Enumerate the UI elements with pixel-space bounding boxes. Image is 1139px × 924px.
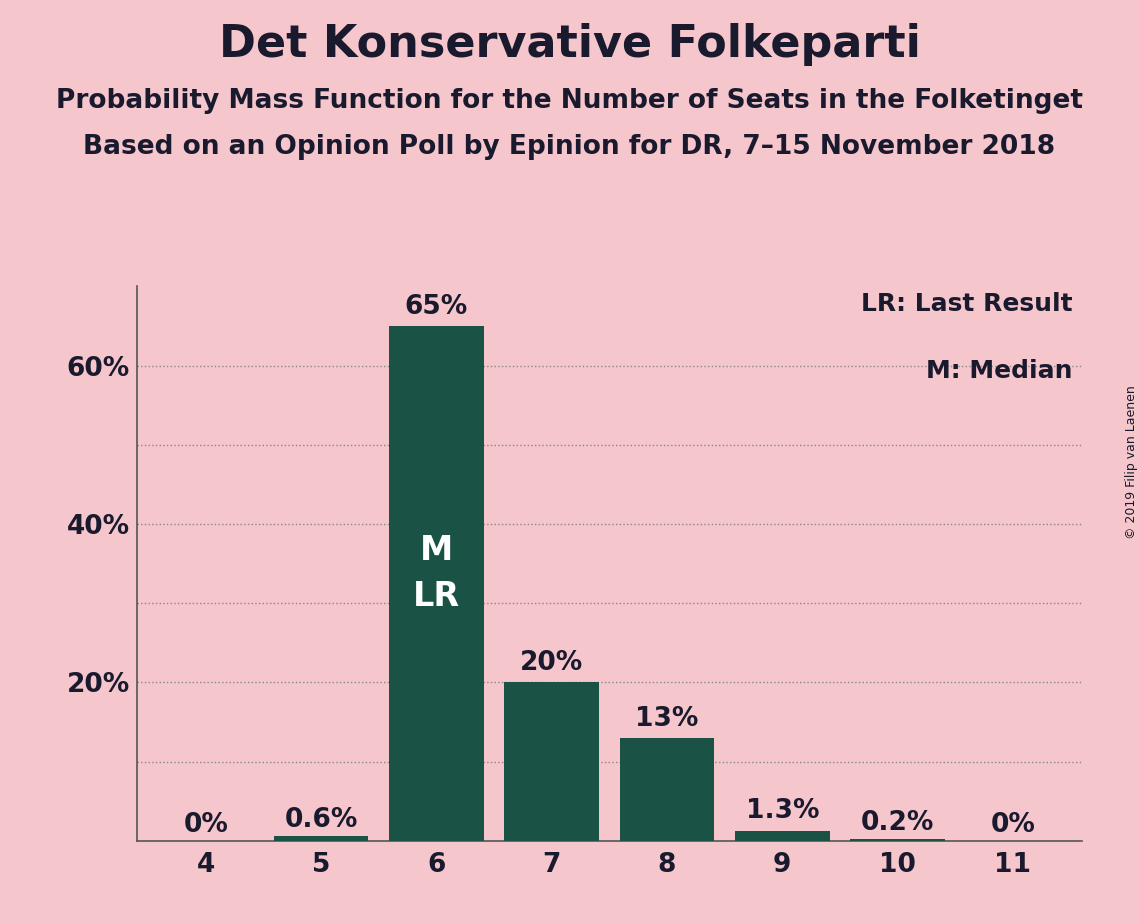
Text: 13%: 13%	[636, 706, 698, 732]
Text: 1.3%: 1.3%	[746, 798, 819, 824]
Text: 0.6%: 0.6%	[285, 807, 358, 833]
Text: 0%: 0%	[991, 811, 1035, 838]
Bar	[390, 326, 484, 841]
Text: M: Median: M: Median	[926, 359, 1073, 383]
Text: 65%: 65%	[404, 294, 468, 320]
Text: LR: Last Result: LR: Last Result	[861, 292, 1073, 316]
Text: Based on an Opinion Poll by Epinion for DR, 7–15 November 2018: Based on an Opinion Poll by Epinion for …	[83, 134, 1056, 160]
Bar	[620, 738, 714, 841]
Text: 20%: 20%	[521, 650, 583, 676]
Bar	[851, 839, 945, 841]
Text: M
LR: M LR	[412, 534, 460, 613]
Text: Probability Mass Function for the Number of Seats in the Folketinget: Probability Mass Function for the Number…	[56, 88, 1083, 114]
Bar	[505, 683, 599, 841]
Bar	[735, 831, 829, 841]
Text: 0%: 0%	[183, 811, 228, 838]
Text: 0.2%: 0.2%	[861, 810, 934, 836]
Text: © 2019 Filip van Laenen: © 2019 Filip van Laenen	[1124, 385, 1138, 539]
Text: Det Konservative Folkeparti: Det Konservative Folkeparti	[219, 23, 920, 67]
Bar	[273, 836, 368, 841]
